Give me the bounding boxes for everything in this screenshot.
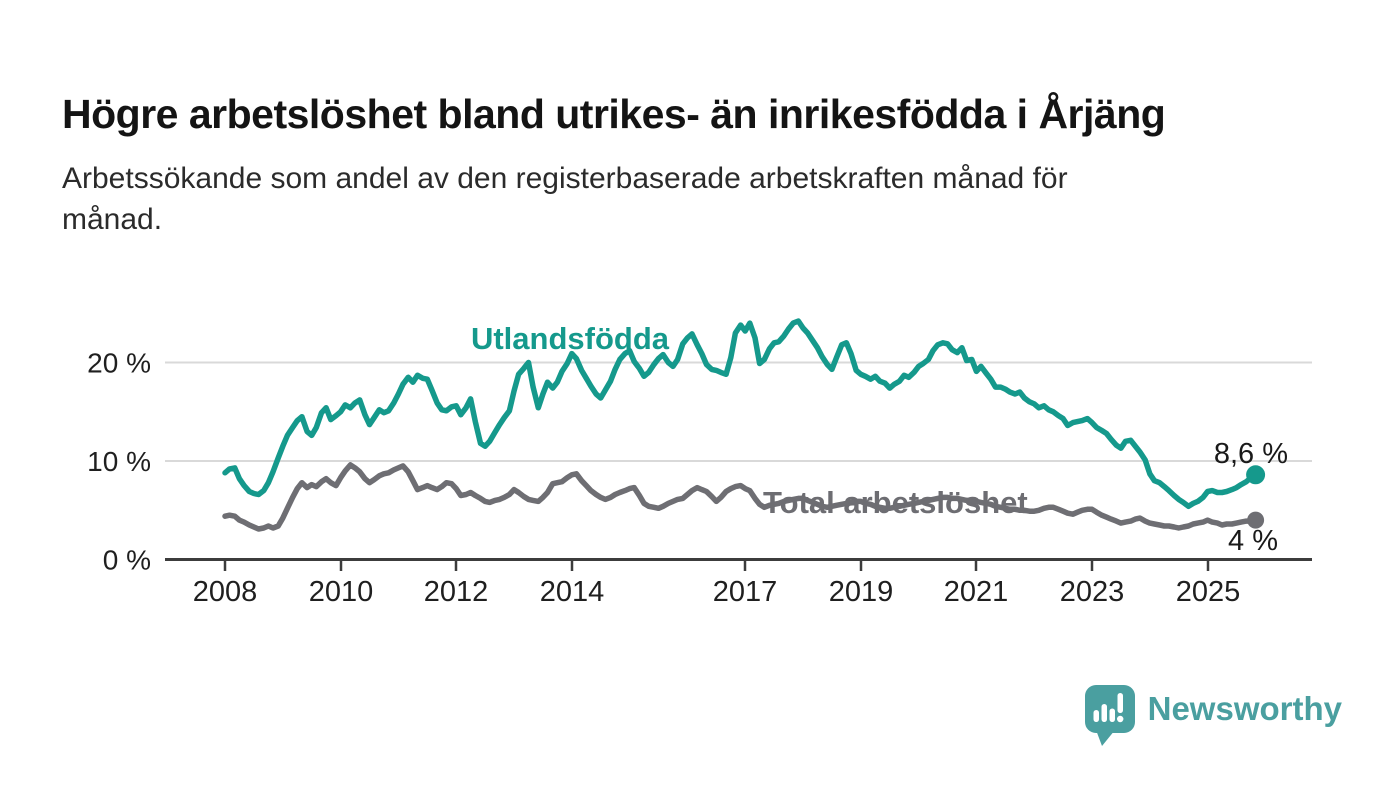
series-end-dot-0 — [1246, 465, 1266, 485]
exclamation-dot — [1116, 715, 1124, 723]
x-label-2021: 2021 — [944, 576, 1009, 608]
series-line-1 — [222, 462, 1259, 532]
y-label-20pct: 20 % — [87, 348, 151, 379]
bar-chart-bar-2 — [1101, 704, 1107, 722]
end-value-label-utlandsfodda: 8,6 % — [1214, 438, 1288, 470]
y-label-0pct: 0 % — [103, 545, 151, 576]
gridlines — [165, 361, 1312, 462]
exclamation-bar — [1117, 693, 1123, 713]
x-label-2019: 2019 — [829, 576, 894, 608]
y-axis: 0 % 10 % 20 % — [87, 348, 151, 576]
x-label-2008: 2008 — [193, 576, 258, 608]
bar-chart-bar-1 — [1093, 710, 1099, 722]
y-label-10pct: 10 % — [87, 446, 151, 477]
subtitle-line-2: månad. — [62, 203, 163, 236]
speech-bubble-shape — [1084, 685, 1135, 733]
series-line-0 — [222, 318, 1259, 510]
series-lines — [222, 318, 1266, 532]
newsworthy-logo-icon — [1084, 685, 1135, 746]
chart-subtitle: Arbetssökande som andel av den registerb… — [62, 158, 1342, 240]
page-title: Högre arbetslöshet bland utrikes- än inr… — [62, 91, 1166, 138]
subtitle-line-1: Arbetssökande som andel av den registerb… — [62, 162, 1068, 195]
series-label-total-arbetsloshet: Total arbetslöshet — [763, 485, 1028, 520]
series-label-utlandsfodda: Utlandsfödda — [471, 321, 670, 356]
x-axis: 2008 2010 2012 2014 2017 2019 2021 2023 … — [165, 558, 1312, 608]
x-label-2014: 2014 — [540, 576, 605, 608]
end-value-label-total: 4 % — [1228, 525, 1278, 557]
bar-chart-bar-3 — [1109, 708, 1115, 722]
x-label-2012: 2012 — [424, 576, 489, 608]
x-label-2017: 2017 — [713, 576, 778, 608]
series-end-dot-1 — [1247, 511, 1265, 529]
speech-bubble-tail — [1095, 730, 1115, 746]
x-label-2025: 2025 — [1176, 576, 1241, 608]
x-label-2023: 2023 — [1060, 576, 1125, 608]
newsworthy-logo-text: Newsworthy — [1147, 690, 1342, 727]
x-label-2010: 2010 — [309, 576, 374, 608]
newsworthy-logo: Newsworthy — [1084, 684, 1342, 747]
